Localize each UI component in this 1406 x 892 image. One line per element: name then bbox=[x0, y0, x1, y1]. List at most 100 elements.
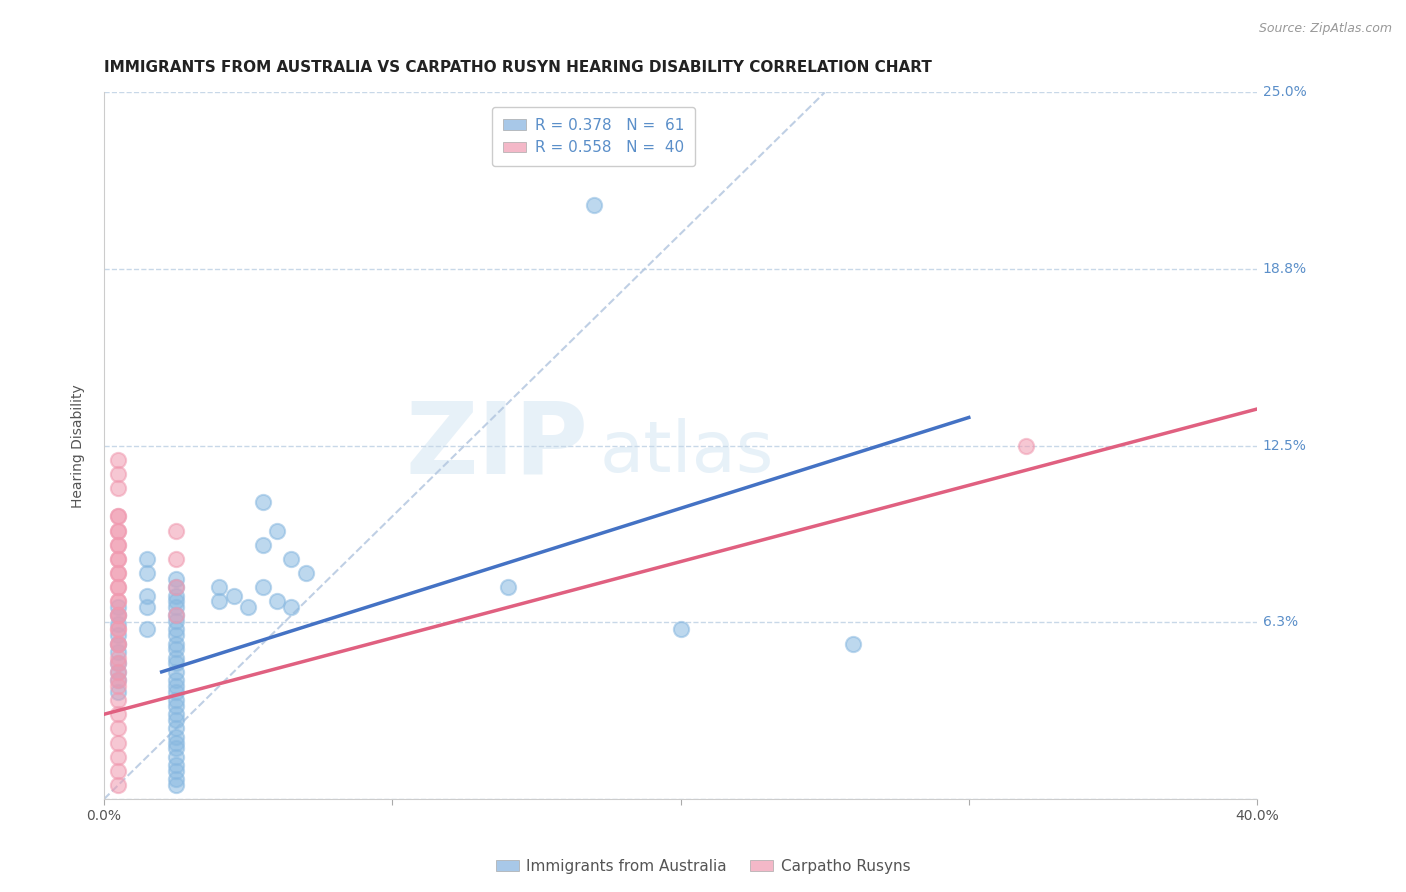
Point bbox=[165, 764, 187, 778]
Point bbox=[165, 599, 187, 614]
Point bbox=[107, 623, 129, 637]
Point bbox=[107, 623, 129, 637]
Text: 12.5%: 12.5% bbox=[1263, 439, 1306, 453]
Point bbox=[107, 538, 129, 552]
Point bbox=[165, 679, 187, 693]
Point bbox=[165, 524, 187, 538]
Point bbox=[107, 566, 129, 580]
Text: Source: ZipAtlas.com: Source: ZipAtlas.com bbox=[1258, 22, 1392, 36]
Point bbox=[107, 722, 129, 736]
Point bbox=[107, 637, 129, 651]
Point bbox=[252, 495, 274, 509]
Point bbox=[165, 693, 187, 707]
Point bbox=[208, 594, 231, 608]
Point bbox=[165, 657, 187, 671]
Point bbox=[107, 693, 129, 707]
Point bbox=[107, 580, 129, 594]
Point bbox=[107, 608, 129, 623]
Point bbox=[107, 599, 129, 614]
Point bbox=[107, 616, 129, 631]
Point bbox=[165, 758, 187, 772]
Point bbox=[107, 467, 129, 481]
Point bbox=[107, 665, 129, 679]
Text: ZIP: ZIP bbox=[405, 397, 588, 494]
Point bbox=[222, 589, 245, 603]
Point bbox=[107, 566, 129, 580]
Point bbox=[107, 580, 129, 594]
Point bbox=[165, 551, 187, 566]
Point bbox=[107, 453, 129, 467]
Point bbox=[266, 524, 288, 538]
Point bbox=[280, 551, 302, 566]
Point bbox=[280, 599, 302, 614]
Point bbox=[107, 665, 129, 679]
Point bbox=[107, 628, 129, 642]
Point bbox=[107, 509, 129, 524]
Point bbox=[165, 650, 187, 665]
Point bbox=[107, 673, 129, 688]
Point bbox=[107, 481, 129, 495]
Point bbox=[165, 665, 187, 679]
Point bbox=[107, 657, 129, 671]
Point bbox=[107, 735, 129, 749]
Point bbox=[165, 772, 187, 787]
Point bbox=[165, 713, 187, 727]
Point bbox=[107, 524, 129, 538]
Point bbox=[136, 566, 159, 580]
Point bbox=[107, 673, 129, 688]
Point bbox=[107, 707, 129, 722]
Point bbox=[107, 594, 129, 608]
Point bbox=[165, 628, 187, 642]
Point bbox=[136, 599, 159, 614]
Point bbox=[165, 608, 187, 623]
Legend: R = 0.378   N =  61, R = 0.558   N =  40: R = 0.378 N = 61, R = 0.558 N = 40 bbox=[492, 107, 695, 166]
Point bbox=[107, 509, 129, 524]
Point bbox=[107, 778, 129, 792]
Point bbox=[165, 741, 187, 756]
Point bbox=[165, 707, 187, 722]
Point bbox=[266, 594, 288, 608]
Point bbox=[252, 580, 274, 594]
Text: 6.3%: 6.3% bbox=[1263, 615, 1298, 630]
Point bbox=[107, 594, 129, 608]
Point bbox=[107, 524, 129, 538]
Point bbox=[165, 580, 187, 594]
Point bbox=[107, 608, 129, 623]
Point bbox=[107, 645, 129, 659]
Point bbox=[136, 589, 159, 603]
Point bbox=[165, 684, 187, 698]
Point bbox=[165, 749, 187, 764]
Point bbox=[165, 735, 187, 749]
Point bbox=[107, 764, 129, 778]
Point bbox=[136, 623, 159, 637]
Point bbox=[165, 589, 187, 603]
Legend: Immigrants from Australia, Carpatho Rusyns: Immigrants from Australia, Carpatho Rusy… bbox=[489, 853, 917, 880]
Point bbox=[669, 623, 692, 637]
Point bbox=[107, 538, 129, 552]
Point bbox=[107, 551, 129, 566]
Point bbox=[107, 608, 129, 623]
Point bbox=[165, 642, 187, 657]
Text: IMMIGRANTS FROM AUSTRALIA VS CARPATHO RUSYN HEARING DISABILITY CORRELATION CHART: IMMIGRANTS FROM AUSTRALIA VS CARPATHO RU… bbox=[104, 60, 932, 75]
Point bbox=[583, 198, 606, 212]
Point bbox=[107, 650, 129, 665]
Point bbox=[165, 778, 187, 792]
Point bbox=[136, 551, 159, 566]
Point bbox=[165, 608, 187, 623]
Point bbox=[107, 657, 129, 671]
Point bbox=[1015, 439, 1038, 453]
Point bbox=[165, 580, 187, 594]
Point bbox=[208, 580, 231, 594]
Point bbox=[842, 637, 865, 651]
Point bbox=[165, 673, 187, 688]
Point bbox=[165, 698, 187, 713]
Point bbox=[107, 749, 129, 764]
Point bbox=[165, 730, 187, 744]
Point bbox=[236, 599, 259, 614]
Point bbox=[252, 538, 274, 552]
Point bbox=[107, 679, 129, 693]
Point bbox=[107, 551, 129, 566]
Point bbox=[165, 594, 187, 608]
Point bbox=[165, 623, 187, 637]
Point bbox=[107, 637, 129, 651]
